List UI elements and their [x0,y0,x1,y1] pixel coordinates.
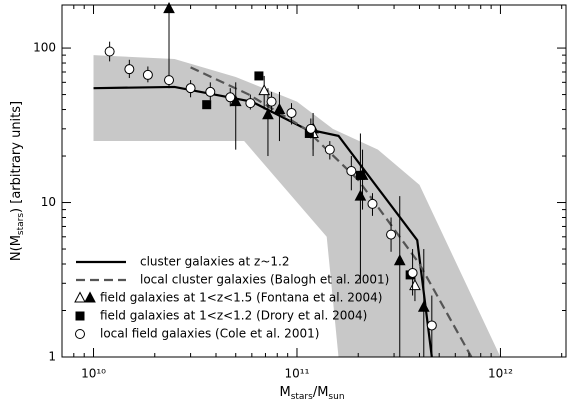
legend-label: local field galaxies (Cole et al. 2001) [100,327,319,341]
marker [305,123,316,134]
marker [163,2,175,14]
marker [407,267,418,278]
band [93,55,501,357]
y-tick-label: 10 [41,195,56,209]
marker [367,198,378,209]
marker [346,165,357,176]
marker [254,71,264,81]
marker [426,320,437,331]
marker [355,170,365,180]
marker [225,92,236,103]
y-axis-label: N(Mstars) [arbitrary units] [9,101,26,261]
y-tick-label: 1 [48,350,56,364]
marker [273,102,286,115]
marker [266,96,277,107]
label-part: N(M [9,235,24,261]
subscript: stars [16,213,26,235]
line [190,66,473,357]
legend-marker [75,329,85,339]
marker [393,254,406,266]
plot-area [93,55,501,357]
subscript: stars [291,392,313,402]
marker [386,229,397,240]
marker [142,69,153,80]
marker [104,46,115,57]
x-axis-label: Mstars/Msun [279,385,344,402]
marker [245,98,256,109]
marker [124,64,135,75]
legend-marker [84,291,96,303]
marker [185,83,196,94]
marker [262,108,274,120]
marker [324,144,335,155]
marker [286,107,297,118]
subscript: sun [328,392,344,402]
legend-marker [74,291,86,303]
y-tick-label: 100 [33,41,56,55]
marker [205,86,216,97]
legend-label: field galaxies at 1<z<1.5 (Fontana et al… [100,291,382,305]
legend-label: field galaxies at 1<z<1.2 (Drory et al. … [100,309,367,323]
x-tick-label: 10¹¹ [285,367,310,381]
frame [61,4,567,358]
legend-label: cluster galaxies at z~1.2 [140,255,289,269]
label-part: /M [313,385,329,400]
marker [417,300,430,312]
legend-label: local cluster galaxies (Balogh et al. 20… [140,273,389,287]
marker [258,84,271,96]
x-tick-label: 10¹⁰ [81,367,106,381]
marker [164,75,175,86]
label-part: M [279,385,290,400]
marker [202,100,212,110]
label-part: ) [arbitrary units] [9,101,24,213]
legend-marker [75,311,85,321]
x-tick-label: 10¹² [488,367,513,381]
